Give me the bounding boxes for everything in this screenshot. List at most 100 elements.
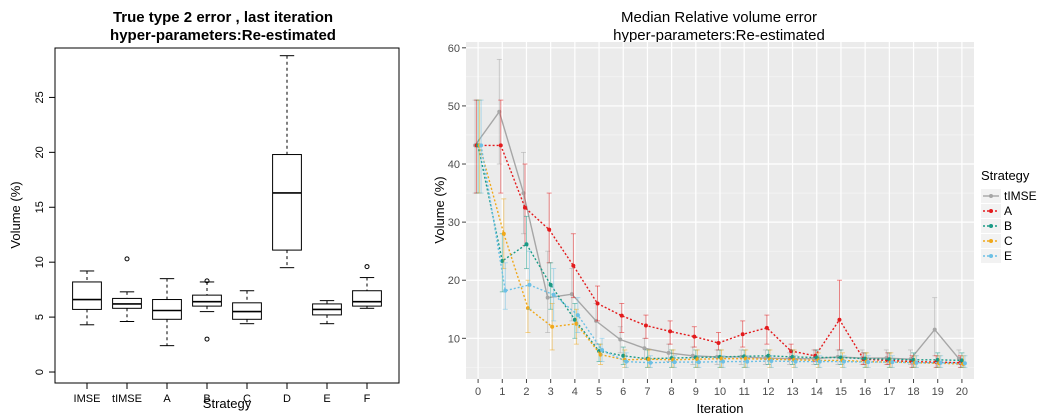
data-point [642, 346, 647, 351]
data-point [769, 358, 774, 363]
x-tick-label: B [203, 393, 210, 405]
data-point [740, 332, 745, 337]
line-chart-title-line-1: Median Relative volume error [621, 9, 817, 26]
data-point [672, 360, 677, 365]
data-point [643, 323, 648, 328]
y-tick-label: 40 [448, 159, 460, 171]
x-tick-label: F [364, 393, 371, 405]
data-point [574, 321, 579, 326]
legend-key-point [989, 254, 993, 258]
x-tick-label: 7 [644, 386, 650, 398]
line-chart-marks [472, 58, 968, 368]
data-point [497, 109, 502, 114]
data-point [527, 282, 532, 287]
y-tick-label: 10 [448, 333, 460, 345]
series-C [477, 99, 966, 368]
data-point [550, 324, 555, 329]
data-point [575, 313, 580, 318]
data-point [548, 282, 553, 287]
legend-item-C: C [981, 234, 1013, 248]
box-plot-marks [72, 55, 382, 347]
data-point [716, 340, 721, 345]
x-tick-label: 5 [596, 386, 602, 398]
legend-label: B [1004, 219, 1012, 233]
data-point [600, 347, 605, 352]
series-E [478, 99, 968, 368]
x-tick-label: 3 [548, 386, 554, 398]
data-point [935, 357, 940, 362]
data-point [619, 313, 624, 318]
data-point [938, 360, 943, 365]
x-tick-label: 13 [786, 386, 798, 398]
data-point [890, 360, 895, 365]
line-chart-grid [466, 42, 974, 379]
data-point [715, 354, 719, 359]
data-point [500, 259, 505, 264]
x-tick-label: 8 [669, 386, 675, 398]
data-point [932, 327, 937, 332]
data-point [545, 295, 550, 300]
legend-label: E [1004, 249, 1012, 263]
data-point [572, 317, 577, 322]
data-point [841, 359, 846, 364]
x-tick-label: D [283, 393, 291, 405]
box-plot-title-line-1: True type 2 error , last iteration [113, 9, 333, 26]
data-point [648, 360, 653, 365]
legend-label: tIMSE [1004, 189, 1037, 203]
outlier-point [204, 278, 210, 284]
x-tick-label: tIMSE [112, 393, 142, 405]
data-point [621, 353, 626, 358]
x-tick-label: 16 [859, 386, 871, 398]
data-point [598, 352, 603, 357]
box-plot-title-line-2: hyper-parameters:Re-estimated [110, 27, 336, 44]
data-point [766, 353, 771, 358]
x-tick-label: 4 [572, 386, 578, 398]
x-tick-label: 19 [932, 386, 944, 398]
legend-title: Strategy [981, 168, 1030, 183]
legend-key-point [989, 209, 993, 213]
legend-item-B: B [981, 219, 1012, 233]
box [192, 294, 222, 307]
box-plot-y-axis-title: Volume (%) [8, 181, 23, 248]
x-tick-label: 10 [714, 386, 726, 398]
line-chart-panel: Median Relative volume error hyper-param… [432, 9, 1037, 416]
legend-item-tIMSE: tIMSE [981, 189, 1037, 203]
series-line [477, 145, 962, 362]
data-point [793, 359, 798, 364]
x-tick-label: 1 [499, 386, 505, 398]
box-plot-frame [54, 47, 400, 384]
y-tick-label: 50 [448, 101, 460, 113]
series-line [480, 145, 965, 364]
data-point [503, 288, 508, 293]
x-tick-label: 0 [475, 386, 481, 398]
data-point [668, 329, 673, 334]
y-tick-label: 20 [448, 275, 460, 287]
legend-item-A: A [981, 204, 1012, 218]
data-point [837, 317, 842, 322]
data-point [522, 205, 527, 210]
box [72, 281, 102, 310]
legend-label: A [1004, 204, 1012, 218]
data-point [696, 360, 701, 365]
legend-item-E: E [981, 249, 1012, 263]
outlier-point [204, 336, 210, 342]
data-point [501, 231, 506, 236]
data-point [866, 360, 871, 365]
outlier-point [364, 264, 370, 270]
data-point [547, 227, 552, 232]
line-chart-x-axis-title: Iteration [697, 401, 744, 416]
data-point [721, 359, 725, 364]
data-point [914, 360, 919, 365]
y-tick-label: 0 [34, 369, 46, 375]
x-tick-label: 12 [762, 386, 774, 398]
data-point [959, 358, 964, 363]
data-point [624, 359, 629, 364]
legend-label: C [1004, 234, 1013, 248]
data-point [690, 353, 695, 358]
legend-key-point [989, 239, 993, 243]
x-tick-label: 6 [620, 386, 626, 398]
y-tick-label: 60 [448, 43, 460, 55]
